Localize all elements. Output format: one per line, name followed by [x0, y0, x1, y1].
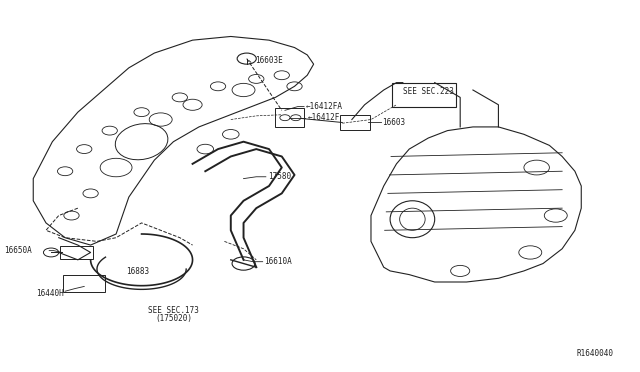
Text: ←16412F: ←16412F [307, 113, 340, 122]
Text: 16440H: 16440H [36, 289, 64, 298]
Text: 17580: 17580 [268, 172, 291, 181]
Text: 16650A: 16650A [4, 246, 33, 255]
Text: ←16412FA: ←16412FA [306, 102, 343, 111]
Text: 16603E: 16603E [255, 56, 283, 65]
Text: SEE SEC.173: SEE SEC.173 [148, 306, 199, 315]
Text: SEE SEC.223: SEE SEC.223 [403, 87, 454, 96]
Text: (175020): (175020) [155, 314, 192, 323]
FancyBboxPatch shape [392, 83, 456, 107]
Text: R1640040: R1640040 [576, 350, 613, 359]
Text: 16883: 16883 [125, 267, 148, 276]
Text: 16603: 16603 [382, 118, 405, 127]
Text: 16610A: 16610A [264, 257, 292, 266]
